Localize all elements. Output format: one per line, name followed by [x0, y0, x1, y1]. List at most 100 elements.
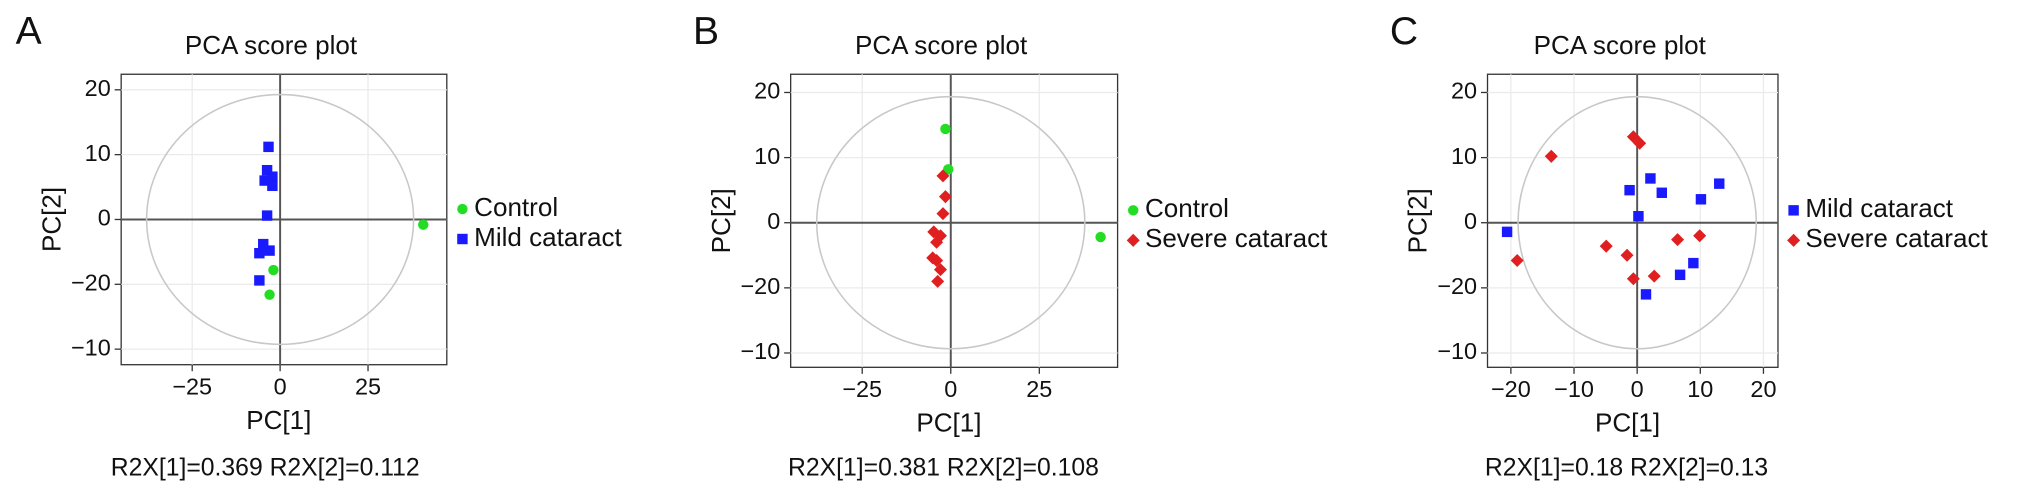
legend-label: Severe cataract — [1145, 223, 1328, 253]
point — [267, 171, 278, 182]
x-tick-label: 25 — [1026, 376, 1052, 402]
legend-label: Mild cataract — [474, 222, 622, 252]
point — [936, 207, 950, 221]
chart-title: PCA score plot — [855, 30, 1028, 60]
y-tick-label: −20 — [1437, 273, 1477, 299]
point — [268, 264, 279, 276]
plot-area — [1486, 73, 1779, 368]
y-tick-label: −10 — [1437, 338, 1477, 364]
point — [263, 141, 274, 153]
y-tick-label: −10 — [71, 334, 111, 360]
legend-label: Control — [1145, 193, 1229, 223]
legend-label: Mild cataract — [1805, 193, 1953, 223]
y-tick-label: 10 — [754, 143, 780, 169]
panel-label: A — [16, 10, 42, 53]
point — [258, 238, 269, 250]
point — [259, 175, 270, 186]
x-tick-label: 10 — [1687, 376, 1713, 402]
x-axis-label: PC[1] — [1595, 407, 1660, 437]
y-axis-label: PC[2] — [1403, 188, 1433, 253]
point — [1501, 226, 1513, 238]
point — [943, 164, 954, 175]
point — [1624, 184, 1635, 196]
chart-title: PCA score plot — [185, 30, 358, 60]
x-tick-label: −20 — [1491, 376, 1531, 402]
x-tick-label: 20 — [1750, 376, 1776, 402]
point — [261, 210, 273, 221]
point — [1626, 272, 1640, 286]
point — [1620, 248, 1634, 262]
chart-title: PCA score plot — [1534, 30, 1707, 60]
panel-label: B — [693, 10, 719, 53]
legend-label: Control — [474, 192, 558, 222]
confidence-ellipse — [1517, 95, 1758, 350]
x-tick-label: 25 — [355, 373, 381, 399]
point — [1693, 229, 1707, 243]
point — [1633, 136, 1647, 150]
point — [254, 247, 265, 259]
y-tick-label: −20 — [71, 269, 111, 295]
y-tick-label: 10 — [1451, 143, 1477, 169]
point — [1671, 233, 1685, 247]
point — [1787, 233, 1801, 247]
point — [1640, 289, 1652, 300]
confidence-ellipse — [815, 95, 1086, 350]
point — [938, 190, 952, 204]
point — [418, 219, 429, 230]
x-tick-label: 0 — [274, 373, 287, 399]
point — [264, 245, 275, 256]
footnote: R2X[1]=0.381 R2X[2]=0.108 — [788, 454, 1099, 481]
point — [1095, 231, 1106, 243]
x-tick-label: 0 — [1631, 376, 1644, 402]
footnote: R2X[1]=0.18 R2X[2]=0.13 — [1485, 454, 1768, 481]
y-tick-label: −10 — [740, 338, 780, 364]
x-tick-label: −10 — [1554, 376, 1594, 402]
point — [1645, 173, 1656, 184]
y-tick-label: 20 — [85, 75, 111, 101]
y-tick-label: −20 — [740, 273, 780, 299]
point — [254, 275, 265, 286]
point — [1544, 149, 1558, 163]
y-axis-label: PC[2] — [36, 187, 66, 252]
point — [267, 180, 278, 191]
point — [1695, 194, 1707, 205]
confidence-ellipse — [145, 93, 415, 346]
point — [1674, 269, 1686, 281]
point — [1714, 178, 1725, 189]
y-tick-label: 20 — [1451, 78, 1477, 104]
panel-label: C — [1390, 10, 1418, 53]
y-tick-label: 0 — [1464, 208, 1477, 234]
x-axis-label: PC[1] — [916, 407, 981, 437]
x-tick-label: 0 — [944, 376, 957, 402]
point — [457, 233, 468, 245]
x-tick-label: −25 — [842, 376, 882, 402]
point — [931, 274, 945, 288]
plot-area — [790, 73, 1119, 368]
point — [1788, 205, 1799, 216]
legend-label: Severe cataract — [1805, 223, 1988, 253]
point — [930, 235, 944, 249]
x-tick-label: −25 — [172, 373, 212, 399]
point — [1128, 205, 1139, 216]
point — [457, 203, 468, 215]
point — [1656, 187, 1668, 198]
point — [1647, 269, 1661, 283]
point — [261, 164, 273, 176]
point — [1510, 253, 1524, 268]
point — [1688, 257, 1699, 269]
x-axis-label: PC[1] — [246, 405, 311, 435]
y-tick-label: 10 — [85, 140, 111, 166]
point — [936, 169, 950, 183]
point — [940, 123, 951, 135]
y-tick-label: 0 — [767, 208, 780, 234]
y-axis-label: PC[2] — [706, 188, 736, 253]
point — [1599, 239, 1613, 253]
y-tick-label: 0 — [98, 205, 111, 231]
y-tick-label: 20 — [754, 78, 780, 104]
footnote: R2X[1]=0.369 R2X[2]=0.112 — [111, 454, 420, 481]
point — [1126, 233, 1140, 247]
point — [1633, 211, 1644, 222]
point — [264, 289, 275, 300]
